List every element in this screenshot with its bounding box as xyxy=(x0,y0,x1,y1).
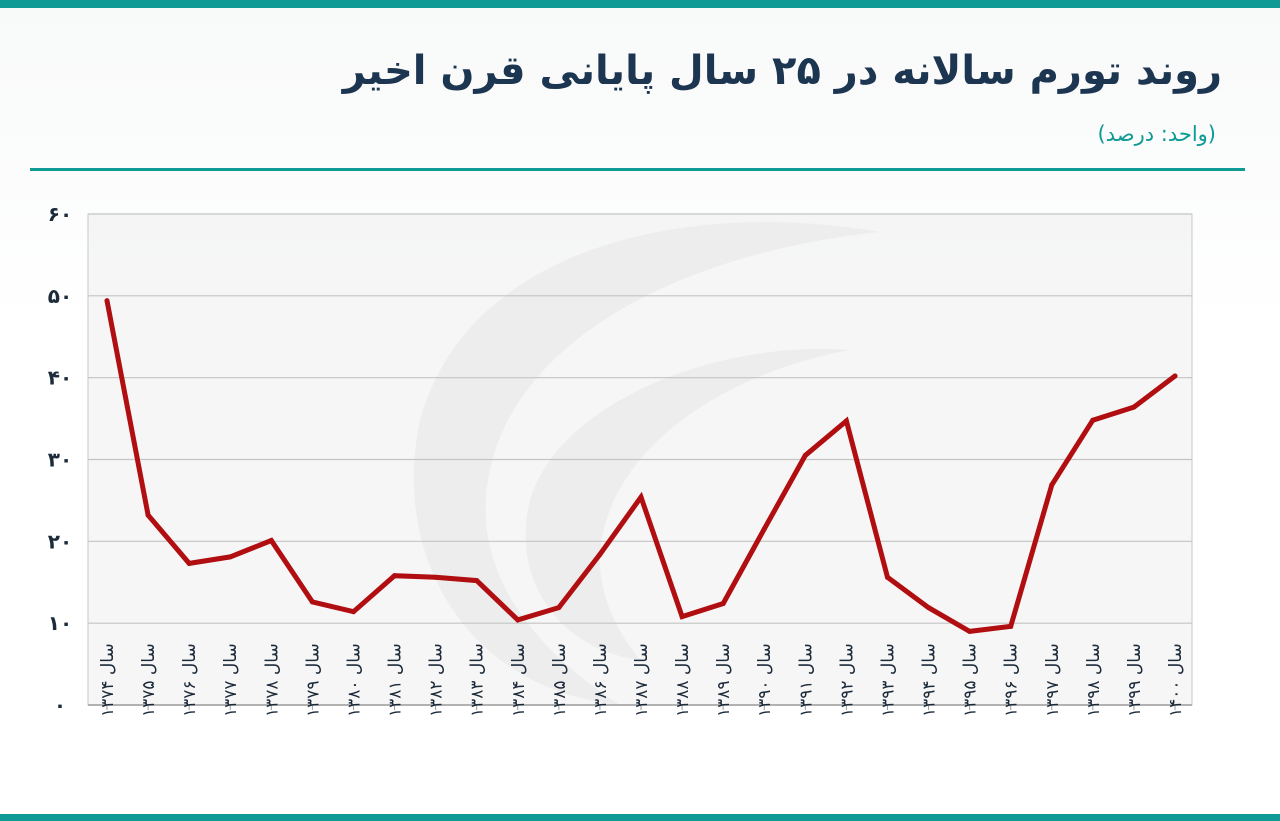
unit-label: (واحد: درصد) xyxy=(1097,122,1216,146)
data-point xyxy=(104,298,110,304)
data-point xyxy=(802,452,808,458)
data-point xyxy=(392,573,398,579)
data-point xyxy=(186,560,192,566)
y-tick-label: ۶۰ xyxy=(48,202,72,226)
data-point xyxy=(761,526,767,532)
y-axis-ticks: ۰ ۱۰ ۲۰ ۳۰ ۴۰ ۵۰ ۶۰ xyxy=(48,202,72,717)
series-points xyxy=(104,298,1178,634)
data-point xyxy=(145,512,151,518)
x-tick-label: سال ۱۳۹۹ xyxy=(1125,643,1145,717)
y-tick-label: ۱۰ xyxy=(48,611,72,635)
x-axis-ticks: سال ۱۳۷۴ سال ۱۳۷۵ سال ۱۳۷۶ سال ۱۳۷۷ سال ۱۳۷۸… xyxy=(98,643,1186,717)
x-tick-label: سال ۱۳۸۱ xyxy=(386,643,406,717)
data-point xyxy=(638,494,644,500)
x-tick-label: سال ۱۳۸۸ xyxy=(673,643,693,717)
x-tick-label: سال ۱۳۸۵ xyxy=(550,643,570,717)
x-tick-label: سال ۱۳۹۷ xyxy=(1043,643,1063,717)
data-point xyxy=(474,578,480,584)
data-point xyxy=(515,617,521,623)
bottom-accent-bar xyxy=(0,814,1280,821)
data-point xyxy=(884,574,890,580)
data-point xyxy=(597,551,603,557)
x-tick-label: سال ۱۳۹۴ xyxy=(920,643,940,717)
x-tick-label: سال ۱۳۹۸ xyxy=(1084,643,1104,717)
x-tick-label: سال ۱۳۸۰ xyxy=(344,643,364,717)
data-point xyxy=(556,605,562,611)
y-tick-label: ۵۰ xyxy=(48,284,72,308)
y-tick-label: ۴۰ xyxy=(48,366,72,390)
data-point xyxy=(1172,373,1178,379)
x-tick-label: سال ۱۳۷۴ xyxy=(98,643,118,717)
data-point xyxy=(350,609,356,615)
data-point xyxy=(1008,623,1014,629)
x-tick-label: سال ۱۳۷۸ xyxy=(262,643,282,717)
x-tick-label: سال ۱۳۹۰ xyxy=(755,643,775,717)
data-point xyxy=(926,605,932,611)
y-tick-label: ۰ xyxy=(54,693,66,717)
x-tick-label: سال ۱۳۹۱ xyxy=(796,643,816,717)
x-tick-label: سال ۱۳۷۵ xyxy=(139,643,159,717)
x-tick-label: سال ۱۳۸۹ xyxy=(714,643,734,717)
header-divider xyxy=(30,168,1245,171)
x-tick-label: سال ۱۳۸۳ xyxy=(468,643,488,717)
data-point xyxy=(268,538,274,544)
x-tick-label: سال ۱۴۰۰ xyxy=(1166,643,1186,717)
y-tick-label: ۳۰ xyxy=(48,448,72,472)
data-point xyxy=(309,599,315,605)
top-accent-bar xyxy=(0,0,1280,8)
data-point xyxy=(227,554,233,560)
data-point xyxy=(1049,482,1055,488)
grid-lines xyxy=(88,213,1192,706)
x-tick-label: سال ۱۳۹۵ xyxy=(961,643,981,717)
x-tick-label: سال ۱۳۸۴ xyxy=(509,643,529,717)
x-tick-label: سال ۱۳۹۳ xyxy=(878,643,898,717)
data-point xyxy=(720,601,726,607)
data-point xyxy=(433,574,439,580)
data-point xyxy=(967,628,973,634)
x-tick-label: سال ۱۳۷۷ xyxy=(221,643,241,717)
data-point xyxy=(1131,404,1137,410)
y-tick-label: ۲۰ xyxy=(48,529,72,553)
x-tick-label: سال ۱۳۸۲ xyxy=(427,643,447,717)
x-tick-label: سال ۱۳۹۲ xyxy=(837,643,857,717)
data-point xyxy=(679,614,685,620)
data-point xyxy=(843,418,849,424)
x-tick-label: سال ۱۳۷۶ xyxy=(180,643,200,717)
x-tick-label: سال ۱۳۸۷ xyxy=(632,643,652,717)
chart-title: روند تورم سالانه در ۲۵ سال پایانی قرن اخ… xyxy=(342,48,1222,94)
x-tick-label: سال ۱۳۸۶ xyxy=(591,643,611,717)
x-tick-label: سال ۱۳۷۹ xyxy=(303,643,323,717)
x-tick-label: سال ۱۳۹۶ xyxy=(1002,643,1022,717)
data-point xyxy=(1090,417,1096,423)
